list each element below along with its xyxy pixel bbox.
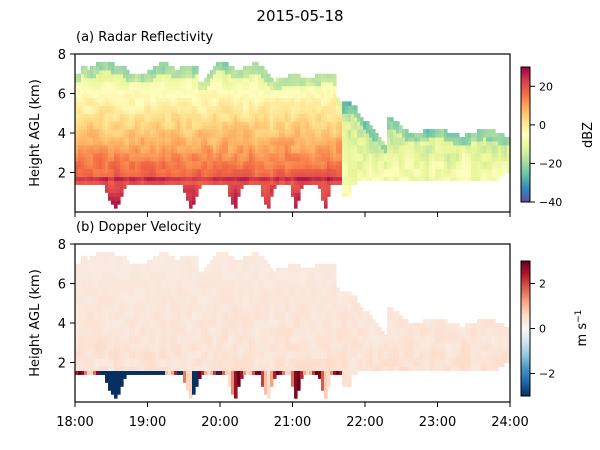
colorbar-tick-label: 20 [539,80,553,93]
x-tick-label: 21:00 [274,415,311,430]
x-tick-label: 23:00 [419,415,456,430]
colorbar-tick-label: −2 [539,368,555,381]
x-tick-label: 22:00 [346,415,383,430]
x-tick-label: 20:00 [201,415,238,430]
figure-title: 2015-05-18 [256,7,343,25]
panel-a-title: (a) Radar Reflectivity [76,30,214,45]
colorbar-tick-label: −20 [539,157,562,170]
colorbar-tick-label: −40 [539,196,562,209]
y-tick-label: 6 [58,88,66,103]
colorbar-a-label: dBZ [581,122,596,148]
colorbar-tick-label: 0 [539,119,546,132]
colorbar-b [520,260,531,397]
reflectivity-heatmap [75,61,510,209]
colorbar-b-ticks: 2 0 −2 [530,278,555,381]
colorbar-a [520,66,531,203]
velocity-heatmap [75,251,510,399]
y-tick-label: 8 [58,48,66,63]
panel-a-ylabel: Height AGL (km) [28,79,43,187]
x-tick-label: 18:00 [56,415,93,430]
y-tick-label: 4 [58,127,66,142]
panel-b-ylabel: Height AGL (km) [28,269,43,377]
y-tick-label: 2 [58,357,66,372]
y-tick-label: 8 [58,238,66,253]
colorbar-tick-label: 2 [539,278,546,291]
x-tick-label: 19:00 [129,415,166,430]
y-tick-label: 6 [58,278,66,293]
y-tick-label: 2 [58,167,66,182]
panel-b-title: (b) Dopper Velocity [76,220,202,235]
y-tick-label: 4 [58,317,66,332]
colorbar-a-ticks: 20 0 −20 −40 [530,80,562,209]
x-tick-label: 24:00 [491,415,528,430]
panel-b-axes: 2 4 6 8 18:00 19:00 20:00 21:00 22:00 23:00 24:00 [56,238,528,430]
colorbar-b-label: m s−1 [574,310,590,347]
colorbar-tick-label: 0 [539,323,546,336]
panel-a-axes: 2 4 6 8 [58,48,511,217]
